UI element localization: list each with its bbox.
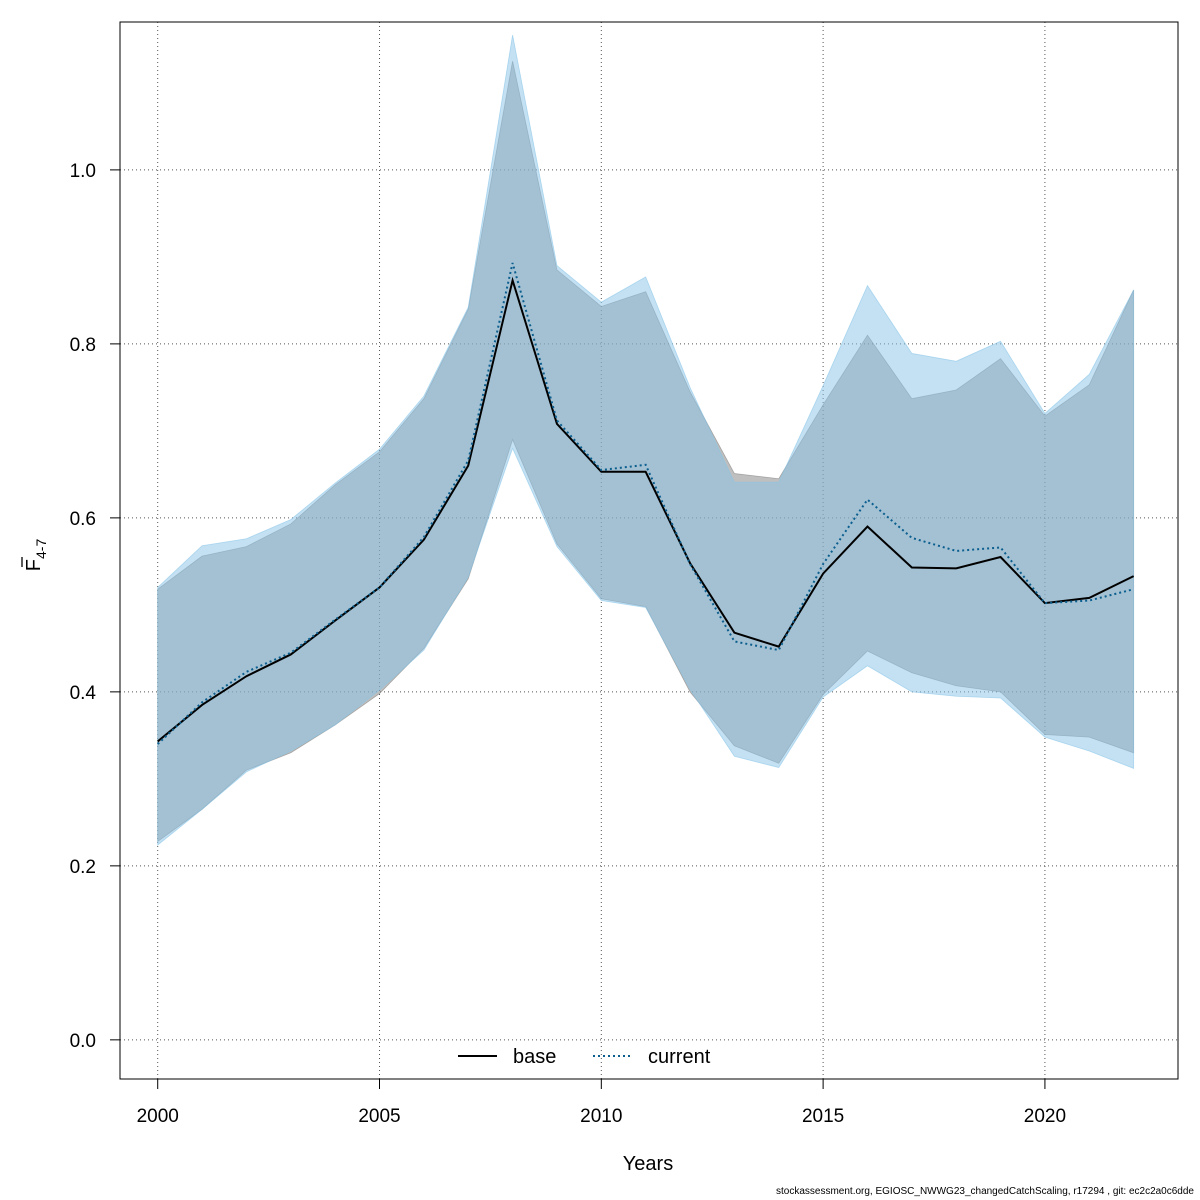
svg-text:F4-7: F4-7 (23, 539, 49, 572)
series-line-current (157, 262, 1134, 745)
y-tick-label: 0.2 (70, 857, 96, 878)
legend-base-label: base (513, 1046, 556, 1068)
x-tick-label: 2000 (137, 1106, 179, 1127)
x-tick-label: 2020 (1024, 1106, 1066, 1127)
y-tick-label: 0.6 (70, 509, 96, 530)
y-axis-title: F4-7 (21, 539, 49, 572)
y-axis-title-main: F (23, 559, 45, 571)
y-tick-label: 1.0 (70, 161, 96, 182)
series-line-base (157, 276, 1135, 743)
x-axis: 2000 2005 2010 2015 2020 (137, 1078, 1066, 1127)
x-tick-label: 2015 (802, 1106, 844, 1127)
confidence-band-current (157, 34, 1135, 846)
x-tick-label: 2010 (580, 1106, 622, 1127)
legend-current-label: current (648, 1046, 711, 1068)
x-tick-label: 2005 (358, 1106, 400, 1127)
confidence-bands (157, 34, 1135, 846)
series-lines (157, 262, 1135, 745)
y-axis-title-subscript: 4-7 (33, 539, 49, 559)
y-axis: 0.0 0.2 0.4 0.6 0.8 1.0 (70, 161, 121, 1052)
footer-credit: stockassessment.org, EGIOSC_NWWG23_chang… (776, 1186, 1194, 1197)
legend: base current (458, 1046, 711, 1068)
y-tick-label: 0.4 (70, 683, 97, 704)
y-tick-label: 0.8 (70, 335, 96, 356)
x-axis-title: Years (623, 1153, 673, 1175)
y-tick-label: 0.0 (70, 1031, 96, 1052)
